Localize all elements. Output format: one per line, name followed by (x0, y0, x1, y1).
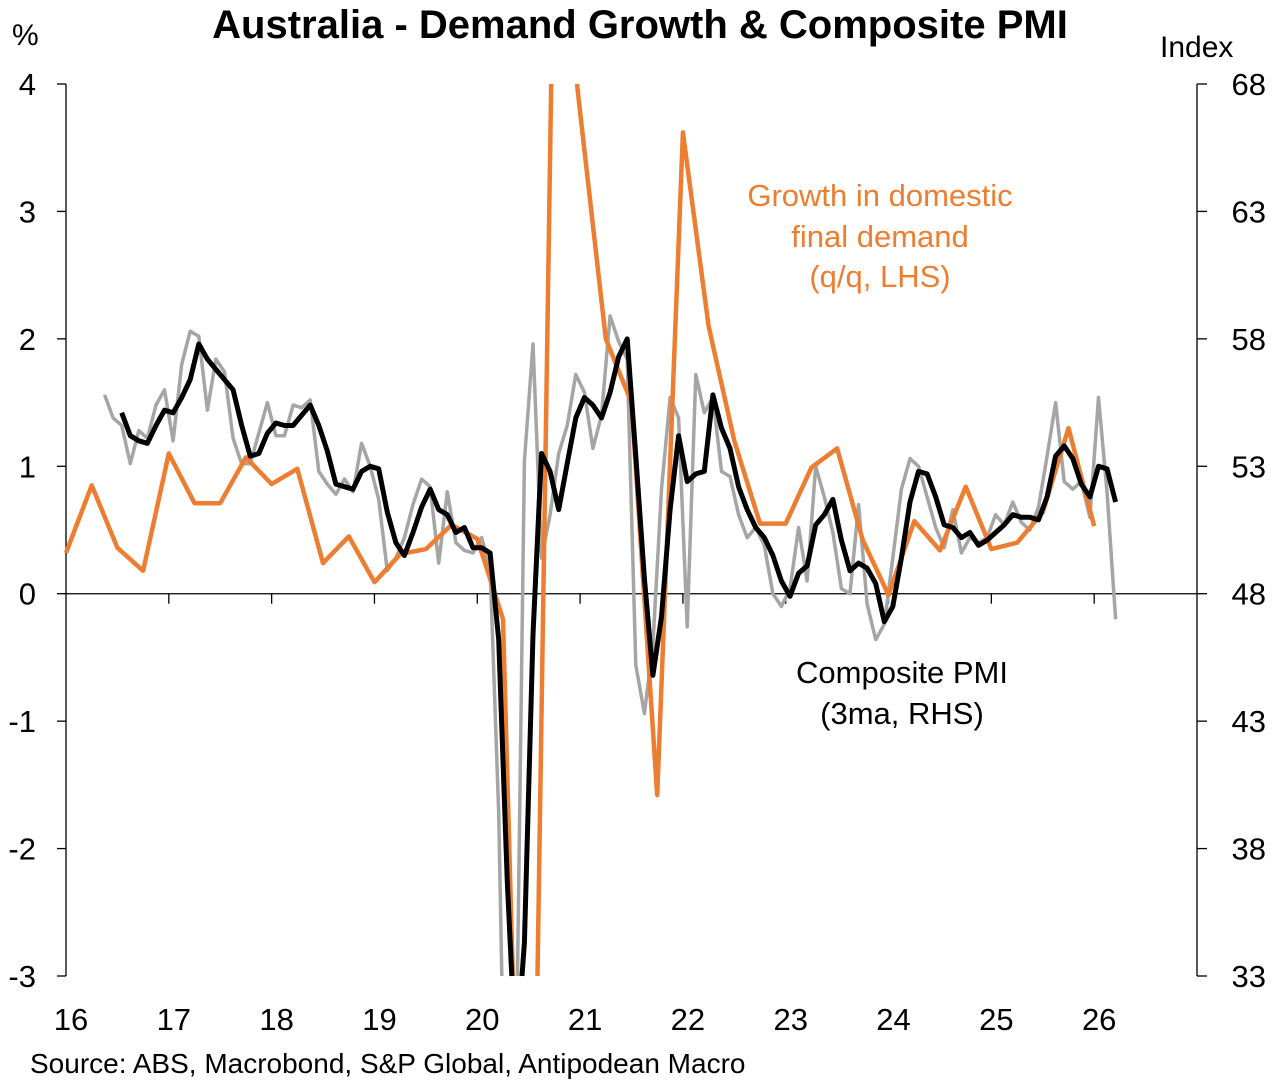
left-tick-label: -1 (8, 704, 36, 739)
left-tick-label: -3 (8, 959, 36, 994)
series-line-pmi-monthly (102, 314, 1118, 977)
series-line-domestic-demand (63, 83, 1097, 977)
x-tick-label: 16 (54, 1002, 88, 1037)
left-axis-unit: % (12, 19, 39, 52)
x-tick-label: 18 (259, 1002, 293, 1037)
source-note: Source: ABS, Macrobond, S&P Global, Anti… (30, 1048, 745, 1079)
annotation-demand-line3: (q/q, LHS) (809, 259, 950, 294)
left-tick-label: 1 (19, 449, 36, 484)
annotation-demand-line1: Growth in domestic (747, 178, 1012, 213)
annotation-pmi-line2: (3ma, RHS) (820, 696, 984, 731)
right-tick-label: 43 (1232, 704, 1266, 739)
left-tick-label: 4 (19, 67, 36, 102)
x-tick-label: 21 (568, 1002, 602, 1037)
plot-area (63, 83, 1119, 977)
right-tick-label: 48 (1232, 577, 1266, 612)
annotation-demand: Growth in domestic final demand (q/q, LH… (747, 178, 1012, 294)
x-tick-label: 22 (671, 1002, 705, 1037)
right-tick-label: 33 (1232, 959, 1266, 994)
x-tick-label: 24 (876, 1002, 910, 1037)
x-tick-label: 25 (979, 1002, 1013, 1037)
right-tick-label: 58 (1232, 322, 1266, 357)
right-tick-label: 38 (1232, 832, 1266, 867)
annotation-pmi-line1: Composite PMI (796, 655, 1008, 690)
x-tick-label: 23 (773, 1002, 807, 1037)
left-tick-label: 3 (19, 194, 36, 229)
series-line-pmi-3ma (119, 336, 1119, 977)
x-tick-label: 26 (1082, 1002, 1116, 1037)
x-tick-label: 20 (465, 1002, 499, 1037)
x-tick-label: 17 (157, 1002, 191, 1037)
chart-title: Australia - Demand Growth & Composite PM… (212, 3, 1068, 47)
x-tick-label: 19 (362, 1002, 396, 1037)
annotation-demand-line2: final demand (791, 219, 969, 254)
left-tick-label: 2 (19, 322, 36, 357)
right-axis-unit: Index (1160, 31, 1233, 64)
right-tick-label: 63 (1232, 194, 1266, 229)
annotation-pmi: Composite PMI (3ma, RHS) (796, 655, 1008, 731)
right-tick-label: 53 (1232, 449, 1266, 484)
right-tick-label: 68 (1232, 67, 1266, 102)
left-tick-label: 0 (19, 577, 36, 612)
left-tick-label: -2 (8, 832, 36, 867)
